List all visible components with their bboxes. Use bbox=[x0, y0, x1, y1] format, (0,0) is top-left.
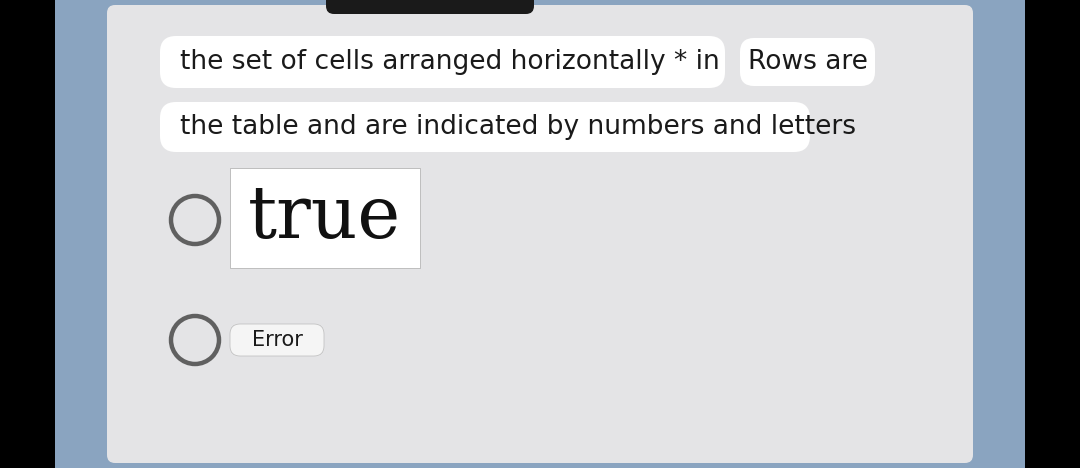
FancyBboxPatch shape bbox=[107, 5, 973, 463]
FancyBboxPatch shape bbox=[55, 0, 1025, 468]
FancyBboxPatch shape bbox=[160, 36, 725, 88]
FancyBboxPatch shape bbox=[740, 38, 875, 86]
Text: Error: Error bbox=[252, 330, 302, 350]
FancyBboxPatch shape bbox=[230, 324, 324, 356]
Text: Rows are: Rows are bbox=[747, 49, 867, 75]
FancyBboxPatch shape bbox=[326, 0, 534, 14]
FancyBboxPatch shape bbox=[160, 102, 810, 152]
Text: the table and are indicated by numbers and letters: the table and are indicated by numbers a… bbox=[180, 114, 856, 140]
FancyBboxPatch shape bbox=[230, 168, 420, 268]
Text: true: true bbox=[248, 183, 402, 253]
Text: the set of cells arranged horizontally * in: the set of cells arranged horizontally *… bbox=[180, 49, 719, 75]
